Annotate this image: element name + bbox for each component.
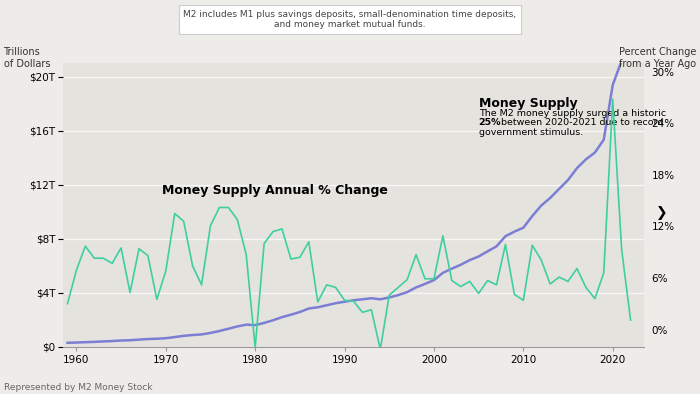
Text: Money Supply: Money Supply: [479, 97, 578, 110]
Text: Trillions
of Dollars: Trillions of Dollars: [4, 47, 50, 69]
Text: government stimulus.: government stimulus.: [479, 128, 583, 137]
Text: Represented by M2 Money Stock: Represented by M2 Money Stock: [4, 383, 152, 392]
Text: The M2 money supply surged a historic: The M2 money supply surged a historic: [479, 109, 666, 118]
Text: Percent Change
from a Year Ago: Percent Change from a Year Ago: [619, 47, 696, 69]
Text: Money Supply Annual % Change: Money Supply Annual % Change: [162, 184, 388, 197]
Text: between 2020-2021 due to record: between 2020-2021 due to record: [498, 119, 664, 127]
Text: ❯: ❯: [656, 206, 668, 220]
Text: 25%: 25%: [479, 119, 501, 127]
Text: M2 includes M1 plus savings deposits, small-denomination time deposits,
and mone: M2 includes M1 plus savings deposits, sm…: [183, 10, 517, 29]
